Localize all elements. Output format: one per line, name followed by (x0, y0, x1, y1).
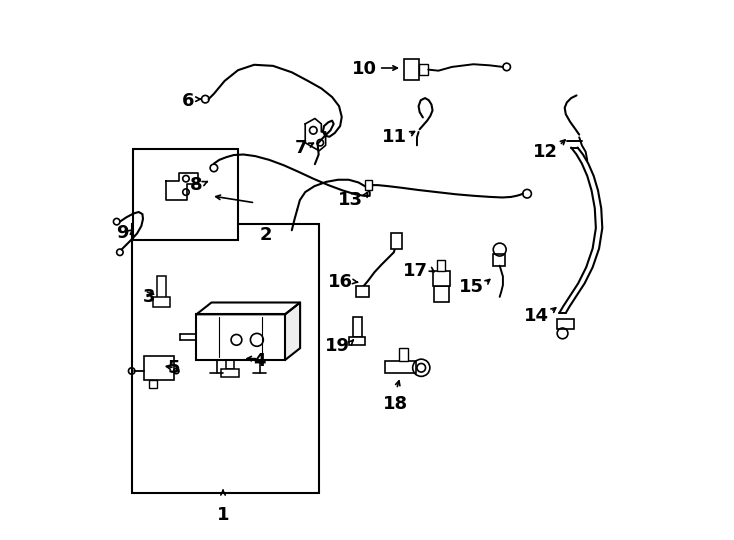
Text: 6: 6 (181, 92, 194, 110)
Bar (153, 297, 170, 307)
Text: 15: 15 (459, 278, 484, 296)
Bar (131, 224, 319, 493)
Text: 18: 18 (383, 395, 408, 413)
Text: 3: 3 (142, 288, 155, 306)
Text: 7: 7 (294, 139, 307, 157)
Polygon shape (285, 302, 300, 360)
Text: 4: 4 (253, 352, 266, 370)
Bar (493, 254, 505, 266)
Text: 1: 1 (217, 507, 229, 524)
Bar (434, 286, 448, 302)
Bar (353, 317, 362, 337)
Text: 9: 9 (117, 225, 129, 242)
Bar (556, 320, 574, 329)
Bar (150, 380, 158, 388)
Bar (399, 348, 408, 361)
Text: 17: 17 (403, 262, 428, 280)
Bar (365, 180, 372, 191)
Text: 19: 19 (325, 338, 350, 355)
Bar (144, 356, 174, 380)
Text: 12: 12 (533, 143, 558, 161)
Bar (404, 59, 418, 80)
Bar (418, 64, 428, 75)
Bar (158, 276, 166, 298)
Text: 13: 13 (338, 191, 363, 209)
Bar (432, 271, 450, 286)
Bar (222, 369, 239, 377)
Text: 10: 10 (352, 59, 377, 78)
Text: 11: 11 (382, 128, 407, 146)
Text: 2: 2 (260, 226, 272, 244)
Text: 16: 16 (327, 273, 352, 291)
Bar (356, 286, 369, 297)
Bar (226, 349, 234, 369)
Text: 5: 5 (167, 359, 180, 377)
Bar (437, 260, 446, 271)
Bar (134, 149, 238, 240)
Polygon shape (197, 302, 300, 314)
Bar (197, 314, 285, 360)
Text: 8: 8 (189, 176, 202, 194)
Bar (390, 233, 402, 248)
Text: 14: 14 (523, 307, 548, 325)
Bar (385, 361, 416, 373)
Bar (349, 336, 366, 345)
